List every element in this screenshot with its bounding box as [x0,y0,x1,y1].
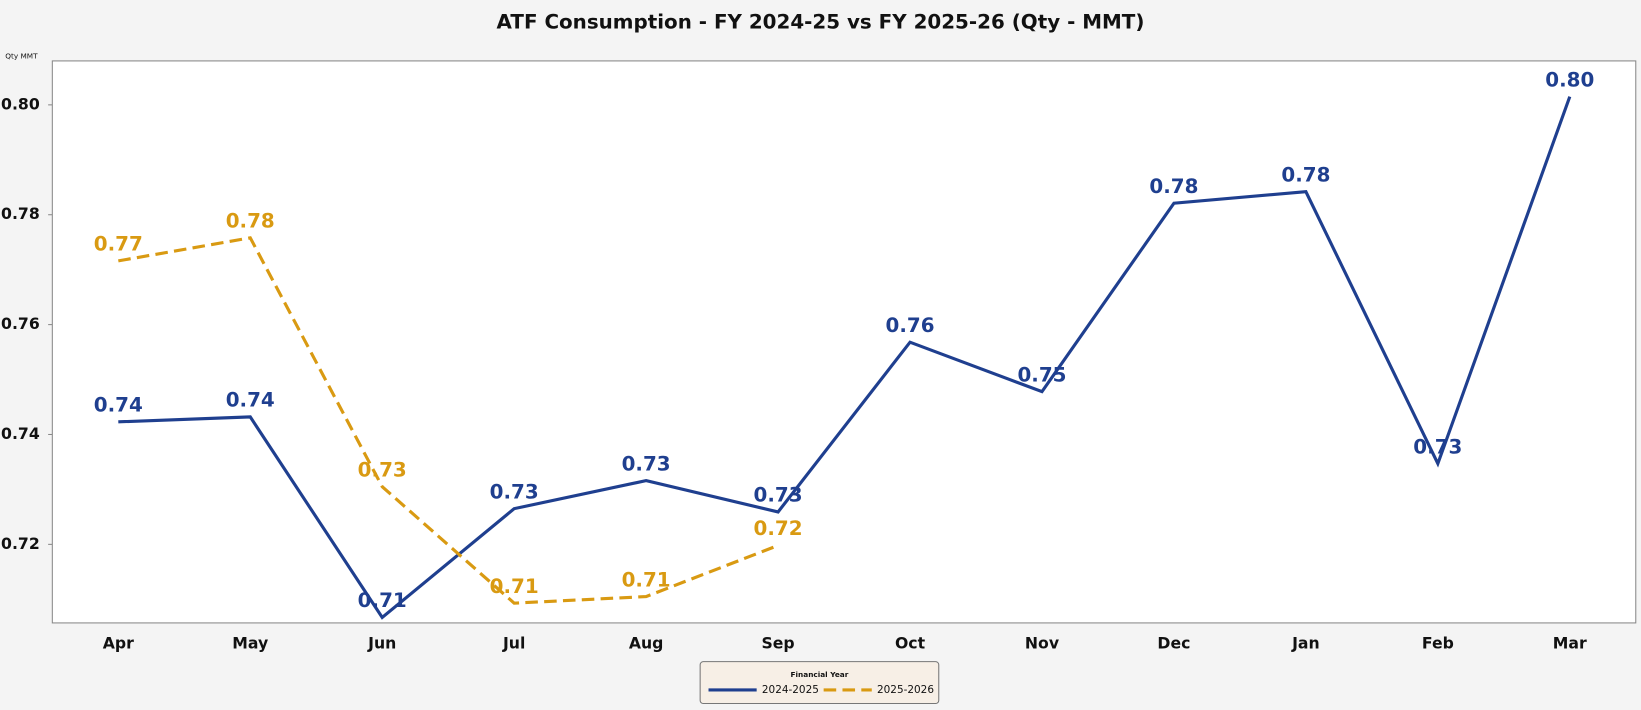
series-line [118,96,1572,620]
x-tick-label: Feb [1422,633,1454,652]
data-label: 0.80 [1545,68,1594,91]
x-tick-label: Aug [629,633,664,652]
legend-label: 2025-2026 [877,684,934,696]
y-tick-label: 0.74 [1,424,40,443]
legend-label: 2024-2025 [762,684,819,696]
x-tick-label: May [232,633,268,652]
data-label: 0.75 [1017,363,1066,386]
chart-title: ATF Consumption - FY 2024-25 vs FY 2025-… [497,11,1145,34]
x-tick-label: Jul [502,633,525,652]
y-tick-label: 0.78 [1,204,40,223]
data-label: 0.73 [754,484,803,507]
x-tick-label: Jun [367,633,396,652]
data-label: 0.78 [1149,175,1198,198]
data-label: 0.78 [1281,163,1330,186]
x-tick-label: Mar [1553,633,1587,652]
data-label: 0.73 [622,452,671,475]
data-label: 0.72 [754,517,803,540]
plot-area [51,60,1637,624]
data-label: 0.71 [358,589,407,612]
data-label: 0.76 [886,314,935,337]
y-tick-label: 0.72 [1,534,40,553]
data-label: 0.74 [226,389,275,412]
x-tick-label: Dec [1157,633,1190,652]
data-label: 0.73 [358,458,407,481]
y-tick-label: 0.80 [1,94,40,113]
data-label: 0.78 [226,210,275,233]
data-label: 0.73 [1413,435,1462,458]
x-tick-label: Nov [1025,633,1059,652]
legend-title: Financial Year [791,670,849,679]
legend-box [699,661,940,705]
x-tick-label: Jan [1291,633,1320,652]
data-label: 0.77 [94,233,143,256]
x-tick-label: Oct [895,633,926,652]
x-tick-label: Apr [103,633,134,652]
y-tick-label: 0.76 [1,314,40,333]
data-label: 0.74 [94,394,143,417]
x-tick-label: Sep [761,633,794,652]
data-label: 0.73 [490,480,539,503]
data-label: 0.71 [490,575,539,598]
data-label: 0.71 [622,568,671,591]
y-axis-label: Qty MMT [5,52,38,61]
